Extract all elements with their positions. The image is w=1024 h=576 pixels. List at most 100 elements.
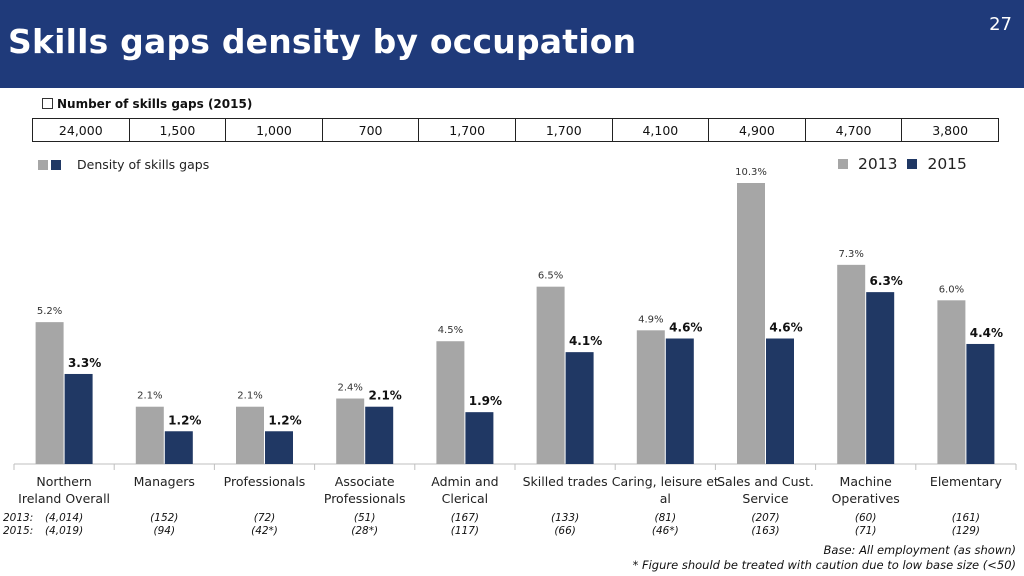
category-label-line: Professionals (324, 491, 406, 506)
label-2015: 1.9% (469, 394, 502, 408)
skills-gaps-table: 24,000 1,500 1,000 700 1,700 1,700 4,100… (32, 118, 999, 142)
category-label-line: Sales and Cust. (717, 474, 814, 489)
gaps-cell: 3,800 (932, 122, 969, 138)
swatch-2013-icon (38, 159, 48, 170)
gaps-cell: 4,700 (806, 119, 903, 141)
category-label-line: Admin and (431, 474, 498, 489)
base-size-2015: (46*) (651, 525, 679, 537)
category-label-line: Northern (36, 474, 92, 489)
gaps-cell: 1,500 (130, 119, 227, 141)
label-2013: 7.3% (838, 249, 863, 260)
base-size-2015: (4,019) (44, 525, 84, 537)
label-2013: 5.2% (37, 306, 62, 317)
base-year-2013: 2013: (3, 512, 34, 524)
base-size-2015: (71) (854, 525, 877, 537)
category-label-line: Caring, leisure et (612, 474, 719, 489)
bar-2013 (536, 286, 565, 464)
bar-2015 (265, 431, 293, 464)
label-2013: 4.9% (638, 314, 663, 325)
base-size-2013: (152) (150, 512, 179, 524)
gaps-cell: 1,700 (419, 119, 516, 141)
base-size-2013: (4,014) (44, 512, 84, 524)
bar-2015 (766, 338, 794, 464)
caution-footnote: * Figure should be treated with caution … (632, 558, 1016, 572)
bar-2015 (465, 412, 494, 464)
base-footnote: Base: All employment (as shown) (823, 543, 1016, 557)
base-size-column: (161) (129) (916, 512, 1016, 538)
bar-2013 (35, 322, 64, 464)
base-sizes-row: 2013: 2015: (4,014) (4,019) (152) (94) (72)(… (0, 512, 1024, 542)
gaps-cell: 700 (323, 119, 420, 141)
category-label: Associate Professionals (324, 474, 406, 506)
base-size-2013: (51) (353, 512, 376, 524)
category-label-line: al (660, 491, 671, 506)
label-2013: 6.0% (939, 284, 964, 295)
category-label: Skilled trades (523, 474, 608, 489)
label-2015: 2.1% (369, 389, 402, 403)
bar-2013 (135, 406, 164, 464)
bar-2013 (436, 341, 465, 464)
swatch-2015-icon (51, 159, 61, 170)
density-legend: Density of skills gaps (38, 157, 209, 172)
category-label-line: Clerical (442, 491, 489, 506)
base-size-column: (72) (42*) (215, 512, 315, 538)
base-size-2013: (167) (450, 512, 479, 524)
category-label-line: Associate (335, 474, 395, 489)
density-bar-chart: 5.2% 3.3% Northern Ireland Overall 2.1% 1.2% M… (13, 167, 1017, 506)
base-size-2015: (42*) (251, 525, 278, 537)
category-label: Admin and Clerical (431, 474, 498, 506)
gaps-cell: 4,900 (709, 119, 806, 141)
legend-2015-label: 2015 (927, 155, 967, 173)
base-size-column: (51) (28*) (315, 512, 415, 538)
base-year-labels: 2013: 2015: (3, 512, 33, 538)
category-label-line: Machine (840, 474, 893, 489)
gaps-cell: 24,000 (33, 119, 130, 141)
base-size-2013: (60) (854, 512, 877, 524)
base-year-2015: 2015: (3, 525, 34, 537)
bar-2013 (236, 406, 264, 464)
base-size-2013: (207) (751, 512, 780, 524)
bar-2015 (966, 343, 995, 464)
base-size-column: (60) (71) (816, 512, 916, 538)
base-size-2015: (163) (751, 525, 780, 537)
bar-2015 (164, 431, 193, 464)
bar-2015 (665, 338, 694, 464)
category-label: Caring, leisure et al (612, 474, 719, 506)
legend-2013-swatch-icon (838, 159, 848, 169)
category-label-line: Service (742, 491, 789, 506)
base-size-column: (4,014) (4,019) (14, 512, 114, 538)
bar-2015 (866, 292, 895, 464)
label-2013: 2.1% (137, 391, 162, 402)
legend-2013-label: 2013 (858, 155, 898, 173)
base-size-2013: (81) (654, 512, 677, 524)
category-label-line: Elementary (930, 474, 1003, 489)
category-label: Sales and Cust. Service (717, 474, 814, 506)
checkbox-icon (42, 98, 53, 109)
label-2015: 4.6% (669, 321, 702, 335)
bar-2013 (837, 264, 866, 464)
base-size-column: (133) (66) (515, 512, 615, 538)
category-label-line: Professionals (224, 474, 306, 489)
category-label: Northern Ireland Overall (18, 474, 110, 506)
base-size-2013: (133) (550, 512, 580, 524)
density-legend-label: Density of skills gaps (77, 157, 210, 172)
year-legend: 2013 2015 (838, 155, 967, 173)
base-size-2015: (66) (554, 525, 576, 537)
category-label: Professionals (224, 474, 306, 489)
category-label-line: Operatives (832, 491, 900, 506)
bar-2013 (636, 330, 665, 464)
bar-2015 (365, 406, 394, 464)
label-2013: 4.5% (438, 325, 463, 336)
base-size-column: (167) (117) (415, 512, 515, 538)
gaps-cell: 1,000 (226, 119, 323, 141)
base-size-2013: (72) (253, 512, 276, 524)
base-size-2015: (28*) (351, 525, 379, 537)
skills-gaps-label: Number of skills gaps (2015) (42, 97, 252, 111)
base-size-column: (81) (46*) (615, 512, 715, 538)
label-2015: 1.2% (268, 413, 301, 427)
base-size-2015: (117) (450, 525, 479, 537)
bar-2013 (937, 300, 966, 464)
category-label: Managers (134, 474, 195, 489)
label-2015: 3.3% (68, 356, 101, 370)
header-bar: Skills gaps density by occupation 27 (0, 0, 1024, 88)
